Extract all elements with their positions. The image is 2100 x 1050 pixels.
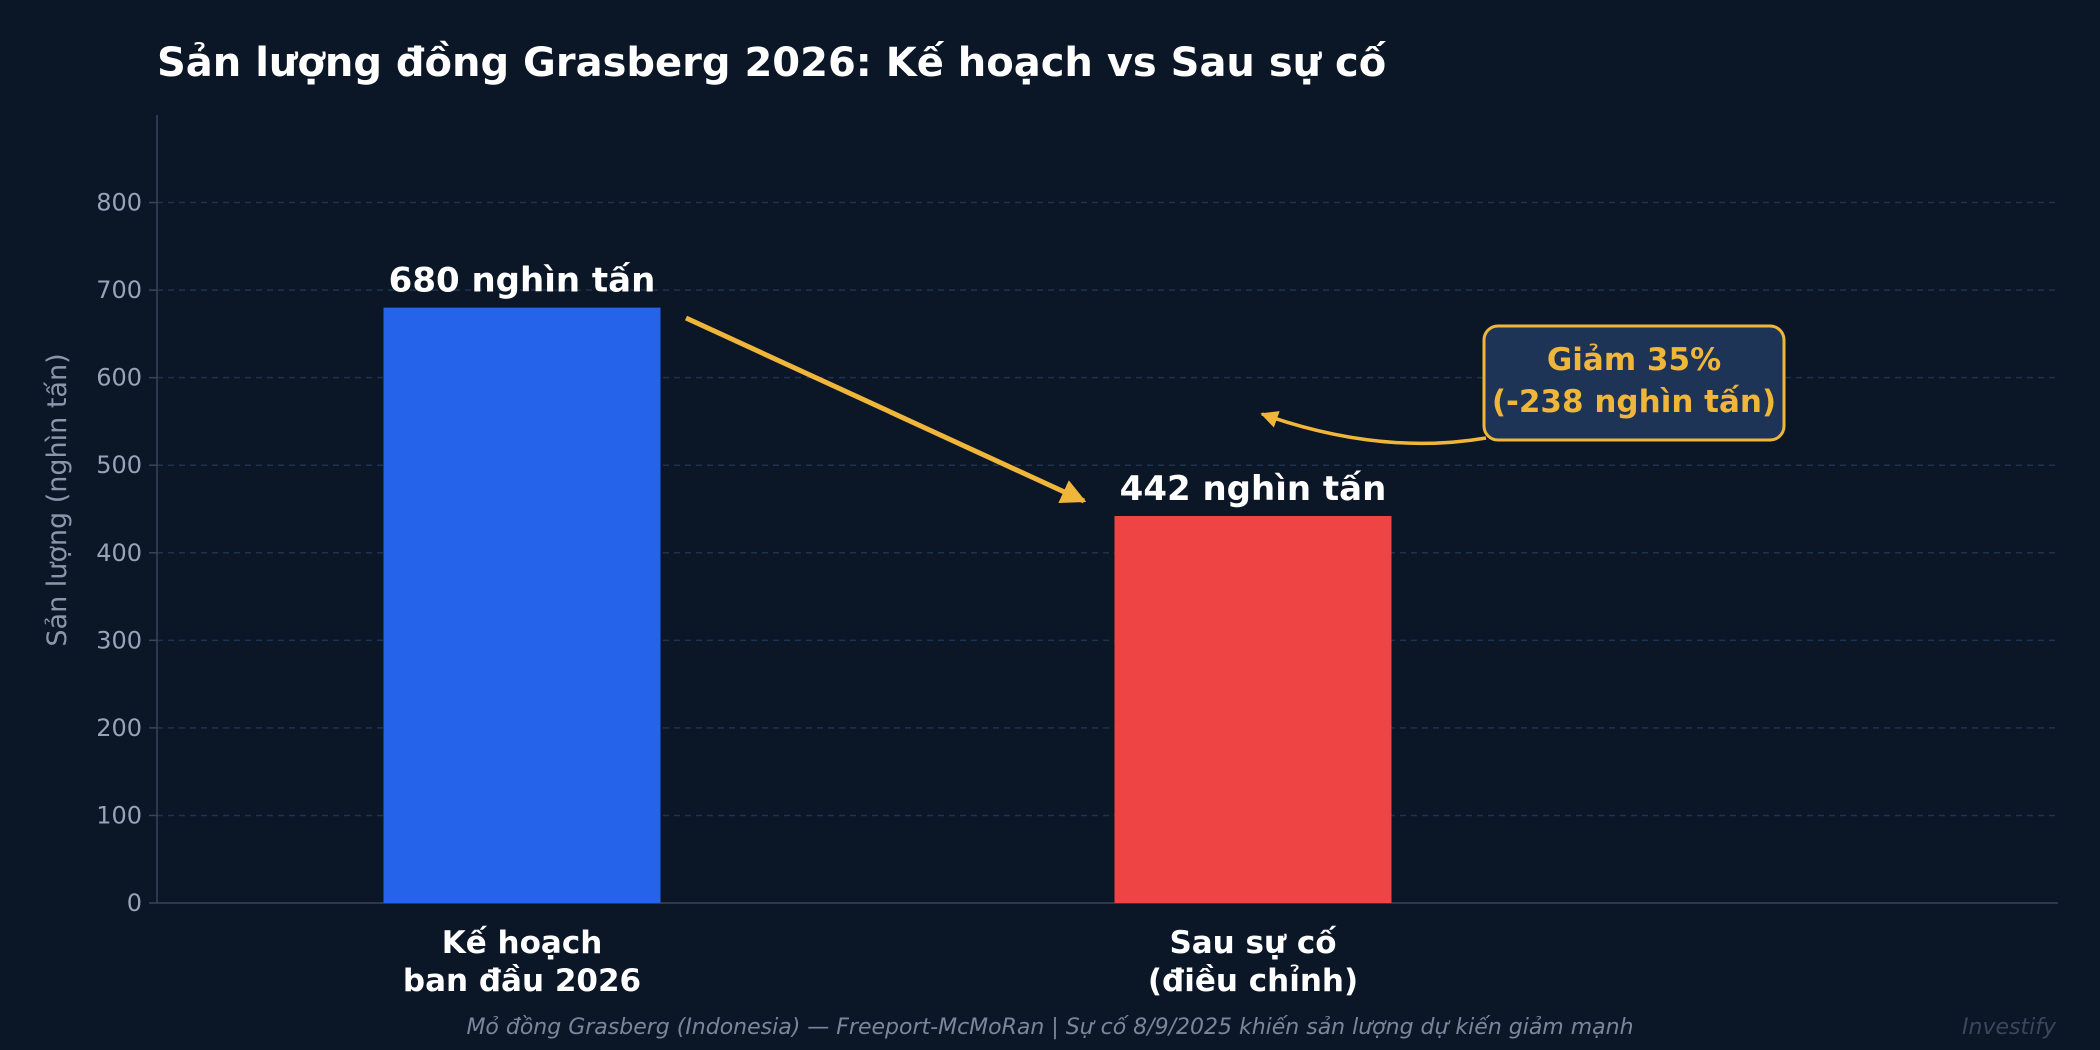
decline-arrow — [684, 315, 1087, 504]
annotation-line-1: Giảm 35% — [1547, 342, 1721, 378]
x-tick-label-2: (điều chỉnh) — [1148, 963, 1358, 999]
y-tick-label: 800 — [96, 189, 142, 217]
x-tick-label-1: ban đầu 2026 — [403, 963, 641, 999]
bar-1 — [383, 307, 661, 904]
bars — [383, 307, 1392, 904]
annotation-box — [1482, 324, 1786, 442]
y-tick-label: 0 — [127, 889, 142, 917]
x-tick-label-1: Kế hoạch — [442, 925, 603, 961]
reduction-annotation: Giảm 35% (-238 nghìn tấn) — [1482, 324, 1786, 442]
chart-footer: Mỏ đồng Grasberg (Indonesia) — Freeport-… — [466, 1015, 1633, 1040]
y-axis-label: Sản lượng (nghìn tấn) — [42, 353, 73, 646]
y-tick-label: 500 — [96, 451, 142, 479]
y-tick-label: 200 — [96, 714, 142, 742]
bar-2 — [1114, 516, 1392, 903]
y-tick-label: 600 — [96, 364, 142, 392]
chart-title: Sản lượng đồng Grasberg 2026: Kế hoạch v… — [157, 40, 1387, 86]
data-label-2: 442 nghìn tấn — [1120, 469, 1387, 509]
annotation-pointer-arrow — [1260, 411, 1487, 446]
watermark: Investify — [1962, 1015, 2057, 1040]
y-axis-ticks: 0 100 200 300 400 500 600 700 800 — [96, 189, 157, 917]
y-tick-label: 300 — [96, 626, 142, 654]
data-label-1: 680 nghìn tấn — [389, 261, 656, 301]
y-tick-label: 100 — [96, 801, 142, 829]
data-labels: 680 nghìn tấn 442 nghìn tấn — [389, 261, 1387, 509]
x-tick-label-2: Sau sự cố — [1169, 925, 1337, 961]
y-tick-label: 400 — [96, 539, 142, 567]
annotation-line-2: (-238 nghìn tấn) — [1492, 384, 1776, 420]
y-tick-label: 700 — [96, 276, 142, 304]
